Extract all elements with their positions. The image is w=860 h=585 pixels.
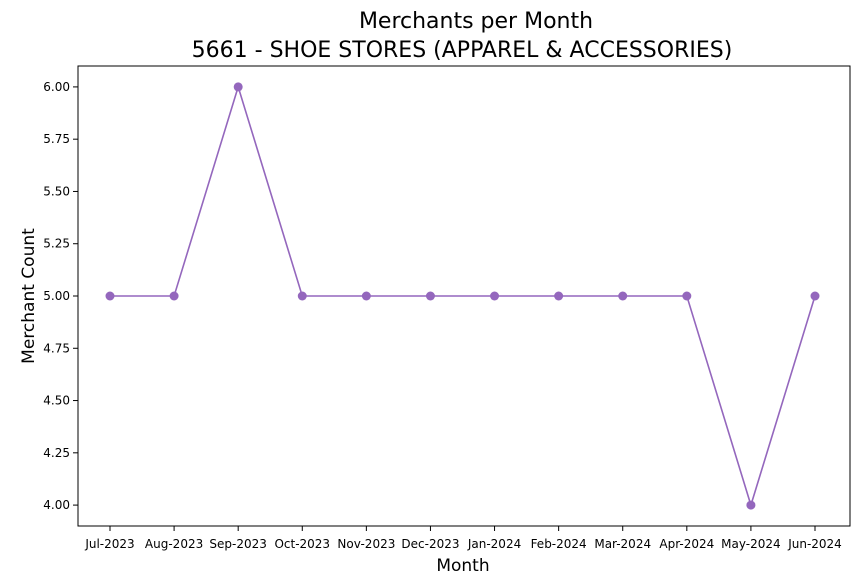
x-tick-label: Feb-2024: [531, 537, 587, 551]
data-point: [746, 500, 756, 510]
y-tick-label: 5.25: [43, 237, 70, 251]
y-tick-label: 5.00: [43, 289, 70, 303]
x-tick-label: Oct-2023: [274, 537, 330, 551]
y-axis-label: Merchant Count: [19, 228, 39, 364]
data-point: [297, 291, 307, 301]
x-tick-label: Sep-2023: [209, 537, 267, 551]
data-point: [618, 291, 628, 301]
x-tick-label: Jul-2023: [84, 537, 134, 551]
y-tick-label: 4.75: [43, 341, 70, 355]
y-tick-label: 5.50: [43, 184, 70, 198]
y-tick-label: 4.50: [43, 394, 70, 408]
data-point: [490, 291, 500, 301]
x-tick-label: Apr-2024: [659, 537, 714, 551]
x-tick-label: May-2024: [721, 537, 780, 551]
x-tick-label: Mar-2024: [594, 537, 651, 551]
data-point: [361, 291, 371, 301]
series-line: [110, 84, 816, 508]
data-point: [554, 291, 564, 301]
x-axis-label: Month: [436, 556, 489, 576]
data-point: [169, 291, 179, 301]
plot-frame: [77, 65, 851, 527]
data-point: [105, 291, 115, 301]
y-tick-label: 4.25: [43, 446, 70, 460]
plot-series: [105, 82, 820, 510]
data-point: [682, 291, 692, 301]
x-tick-label: Nov-2023: [337, 537, 395, 551]
y-tick-label: 4.00: [43, 498, 70, 512]
data-point: [810, 291, 820, 301]
x-tick-label: Jan-2024: [467, 537, 521, 551]
chart-subtitle: 5661 - SHOE STORES (APPAREL & ACCESSORIE…: [192, 38, 733, 63]
y-tick-label: 5.75: [43, 132, 70, 146]
data-point: [233, 82, 243, 92]
y-axis-ticks: 4.00 4.25 4.50 4.75 5.00 5.25 5.50 5.75 6.00: [43, 80, 78, 512]
x-axis-ticks: Jul-2023 Aug-2023 Sep-2023 Oct-2023 Nov-2023…: [84, 526, 842, 551]
x-tick-label: Jun-2024: [787, 537, 842, 551]
y-tick-label: 6.00: [43, 80, 70, 94]
x-tick-label: Aug-2023: [145, 537, 203, 551]
x-tick-label: Dec-2023: [401, 537, 459, 551]
data-point: [425, 291, 435, 301]
chart-title: Merchants per Month: [359, 9, 593, 34]
